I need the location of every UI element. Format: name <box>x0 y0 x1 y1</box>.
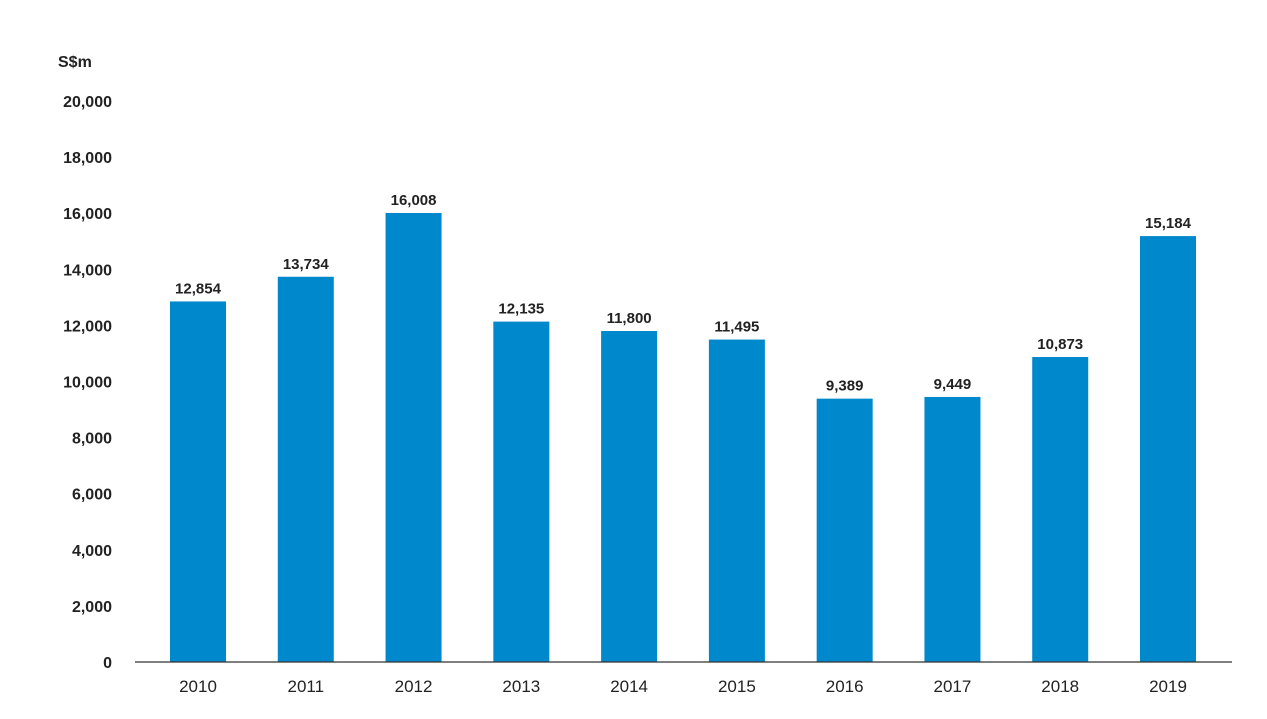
y-tick-label: 12,000 <box>63 318 112 335</box>
y-tick-label: 16,000 <box>63 206 112 223</box>
x-tick-label: 2018 <box>1041 677 1079 696</box>
x-tick-label: 2013 <box>502 677 540 696</box>
y-tick-label: 10,000 <box>63 375 112 392</box>
bar <box>1032 357 1089 662</box>
y-axis-unit-label: S$m <box>58 54 92 71</box>
y-tick-label: 2,000 <box>72 599 112 616</box>
data-label: 9,449 <box>934 376 972 393</box>
x-tick-label: 2011 <box>287 677 324 696</box>
x-tick-label: 2012 <box>395 677 433 696</box>
data-label: 13,734 <box>283 256 330 273</box>
data-label: 9,389 <box>826 378 864 395</box>
bar <box>170 301 226 662</box>
x-tick-label: 2016 <box>826 677 864 696</box>
data-label: 11,800 <box>607 310 652 327</box>
x-tick-label: 2019 <box>1149 677 1187 696</box>
bar <box>924 396 981 662</box>
data-label: 11,495 <box>714 319 759 336</box>
y-tick-label: 6,000 <box>72 487 112 504</box>
bar <box>493 321 550 662</box>
y-tick-label: 8,000 <box>72 431 112 448</box>
x-tick-label: 2010 <box>179 677 217 696</box>
y-tick-label: 20,000 <box>63 94 112 111</box>
x-tick-label: 2014 <box>610 677 648 696</box>
bar <box>816 398 873 662</box>
bar <box>385 212 442 663</box>
bars <box>170 212 1196 663</box>
bar <box>1140 236 1196 662</box>
y-tick-label: 18,000 <box>63 150 112 167</box>
y-tick-label: 14,000 <box>63 262 112 279</box>
y-tick-label: 0 <box>103 655 112 672</box>
data-label: 15,184 <box>1145 215 1192 232</box>
x-tick-label: 2015 <box>718 677 756 696</box>
x-axis-tick-labels: 2010 2011 2012 2013 2014 2015 2016 2017 2018 2019 <box>179 677 1187 696</box>
bar <box>708 339 765 662</box>
bar <box>277 276 334 662</box>
data-label: 12,854 <box>175 280 222 297</box>
y-tick-label: 4,000 <box>72 543 112 560</box>
data-labels: 12,854 13,734 16,008 12,135 11,800 11,495 9,38… <box>175 192 1192 395</box>
data-label: 12,135 <box>498 301 544 318</box>
x-tick-label: 2017 <box>934 677 972 696</box>
bar <box>601 331 658 662</box>
y-axis-ticks: 0 2,000 4,000 6,000 8,000 10,000 12,000 14,000 1… <box>63 94 112 672</box>
data-label: 10,873 <box>1037 336 1083 353</box>
data-label: 16,008 <box>391 192 437 209</box>
